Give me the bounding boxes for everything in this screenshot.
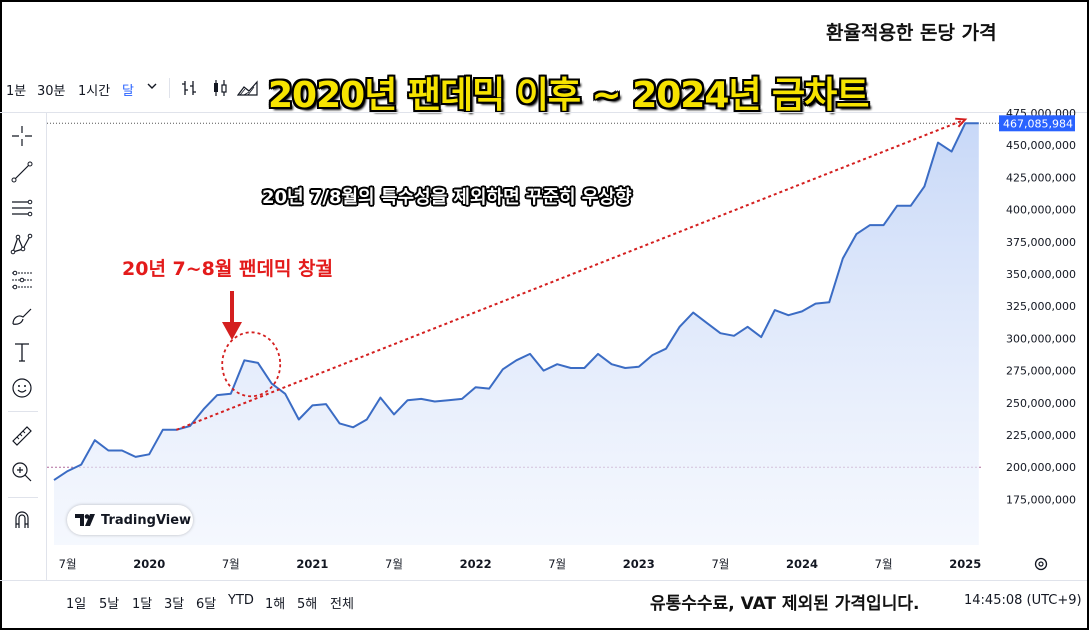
- corner-title: 환율적용한 돈당 가격: [826, 22, 997, 44]
- fib-lines-icon[interactable]: [8, 194, 36, 222]
- x-tick-label: 7월: [875, 557, 893, 571]
- candle-chart-icon[interactable]: [210, 78, 230, 102]
- tradingview-logo[interactable]: TradingView: [67, 505, 193, 535]
- emoji-icon[interactable]: [8, 374, 36, 402]
- x-tick-label: 2020: [133, 557, 165, 571]
- clock[interactable]: 14:45:08 (UTC+9): [964, 593, 1082, 608]
- y-tick-label: 375,000,000: [1006, 236, 1076, 249]
- tradingview-logo-text: TradingView: [101, 512, 192, 528]
- brush-icon[interactable]: [8, 302, 36, 330]
- x-tick-label: 2022: [460, 557, 492, 571]
- timeframe-1m[interactable]: 1분: [6, 84, 27, 99]
- timeframe-30m[interactable]: 30분: [37, 84, 66, 99]
- pattern-icon[interactable]: [8, 230, 36, 258]
- prediction-icon[interactable]: [8, 266, 36, 294]
- x-tick-label: 7월: [59, 557, 77, 571]
- pandemic-annotation: 20년 7~8월 팬데믹 창궐: [122, 258, 334, 280]
- trend-arrow-head: [955, 117, 968, 128]
- y-tick-label: 400,000,000: [1006, 204, 1076, 217]
- timeframe-dropdown-chevron-down-icon[interactable]: [146, 78, 158, 97]
- y-tick-label: 350,000,000: [1006, 268, 1076, 281]
- zoom-icon[interactable]: [8, 458, 36, 486]
- spike-arrow-head: [222, 322, 242, 340]
- x-tick-label: 7월: [222, 557, 240, 571]
- x-tick-label: 2021: [296, 557, 328, 571]
- y-tick-label: 425,000,000: [1006, 171, 1076, 184]
- ruler-icon[interactable]: [8, 422, 36, 450]
- settings-gear-icon[interactable]: [1033, 556, 1049, 576]
- y-tick-label: 300,000,000: [1006, 332, 1076, 345]
- x-tick-label: 7월: [711, 557, 729, 571]
- price-area: [54, 123, 979, 546]
- trend-annotation: 20년 7/8월의 특수성을 제외하면 꾸준히 우상향: [262, 187, 632, 208]
- y-tick-label: 175,000,000: [1006, 493, 1076, 506]
- magnet-icon[interactable]: [8, 506, 36, 534]
- y-tick-label: 200,000,000: [1006, 461, 1076, 474]
- x-tick-label: 2024: [786, 557, 818, 571]
- y-tick-label: 325,000,000: [1006, 300, 1076, 313]
- timeframe-1h[interactable]: 1시간: [78, 84, 111, 99]
- chart-overlay-title: 2020년 팬데믹 이후 ~ 2024년 금차트: [268, 75, 869, 116]
- range-6m[interactable]: 6달: [196, 597, 217, 612]
- y-tick-label: 225,000,000: [1006, 429, 1076, 442]
- x-tick-label: 7월: [548, 557, 566, 571]
- range-all[interactable]: 전체: [330, 597, 354, 612]
- area-chart-icon[interactable]: [236, 78, 259, 102]
- tradingview-logo-icon: [75, 514, 95, 526]
- range-5d[interactable]: 5날: [99, 597, 120, 612]
- trend-line-icon[interactable]: [8, 158, 36, 186]
- timeframe-month[interactable]: 달: [122, 84, 134, 99]
- spike-circle: [221, 331, 282, 398]
- range-1d[interactable]: 1일: [66, 597, 87, 612]
- last-price-label: 467,085,984: [1003, 117, 1073, 130]
- range-1m[interactable]: 1달: [132, 597, 153, 612]
- last-price-tag: [999, 115, 1075, 132]
- range-ytd[interactable]: YTD: [228, 593, 254, 608]
- x-tick-label: 7월: [385, 557, 403, 571]
- x-tick-label: 2023: [623, 557, 655, 571]
- text-icon[interactable]: [8, 338, 36, 366]
- y-tick-label: 450,000,000: [1006, 139, 1076, 152]
- crosshair-icon[interactable]: [8, 122, 36, 150]
- price-line: [53, 122, 979, 481]
- range-3m[interactable]: 3달: [164, 597, 185, 612]
- range-5y[interactable]: 5해: [297, 597, 318, 612]
- y-tick-label: 275,000,000: [1006, 365, 1076, 378]
- bar-chart-icon[interactable]: [180, 78, 200, 102]
- footer-note: 유통수수료, VAT 제외된 가격입니다.: [650, 594, 920, 614]
- range-1y[interactable]: 1해: [265, 597, 286, 612]
- y-tick-label: 250,000,000: [1006, 397, 1076, 410]
- x-tick-label: 2025: [949, 557, 981, 571]
